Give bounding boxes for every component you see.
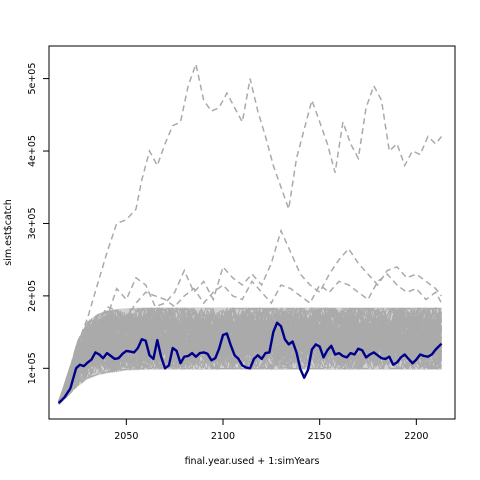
plot-frame xyxy=(48,45,456,420)
x-tick-label: 2200 xyxy=(404,431,428,442)
y-tick-label: 1e+05 xyxy=(27,352,38,384)
dashed-series-line-3 xyxy=(58,273,443,405)
highlight-series-line xyxy=(57,321,443,404)
y-tick-label: 5e+05 xyxy=(27,63,38,95)
x-tick-label: 2100 xyxy=(211,431,235,442)
dashed-series-line-2 xyxy=(58,228,443,404)
x-tick-label: 2150 xyxy=(308,431,332,442)
y-tick-label: 3e+05 xyxy=(27,207,38,239)
y-axis: 1e+05 2e+05 3e+05 4e+05 5e+05 xyxy=(27,63,49,384)
y-axis-label: sim.est$catch xyxy=(3,199,14,265)
median-catch-line xyxy=(57,321,443,404)
y-tick-label: 4e+05 xyxy=(27,135,38,167)
dashed-series-line-1 xyxy=(57,61,443,402)
x-tick-label: 2050 xyxy=(114,431,138,442)
simulation-trace xyxy=(58,310,442,404)
x-axis: 2050 2100 2150 2200 xyxy=(114,419,428,442)
simulation-trace xyxy=(58,307,443,403)
y-tick-label: 2e+05 xyxy=(27,280,38,312)
grey-simulation-lines xyxy=(58,306,443,405)
x-axis-label: final.year.used + 1:simYears xyxy=(185,456,320,467)
dashed-simulation-lines xyxy=(57,61,443,405)
